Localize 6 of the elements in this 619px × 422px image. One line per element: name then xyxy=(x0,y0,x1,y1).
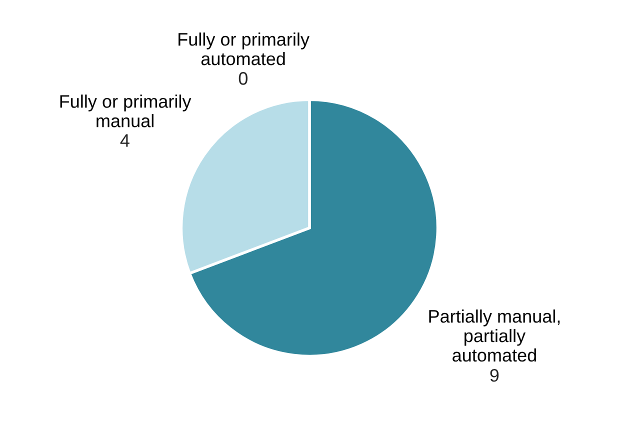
data-label: 4 xyxy=(120,134,130,147)
slice-label: Partially manual, partially automated xyxy=(429,310,560,362)
category-label: Fully or primarily automated xyxy=(178,32,310,66)
text: 0 xyxy=(238,72,248,85)
slice-label: Fully or primarily manual xyxy=(60,94,192,128)
data-label: 9 xyxy=(490,368,499,382)
